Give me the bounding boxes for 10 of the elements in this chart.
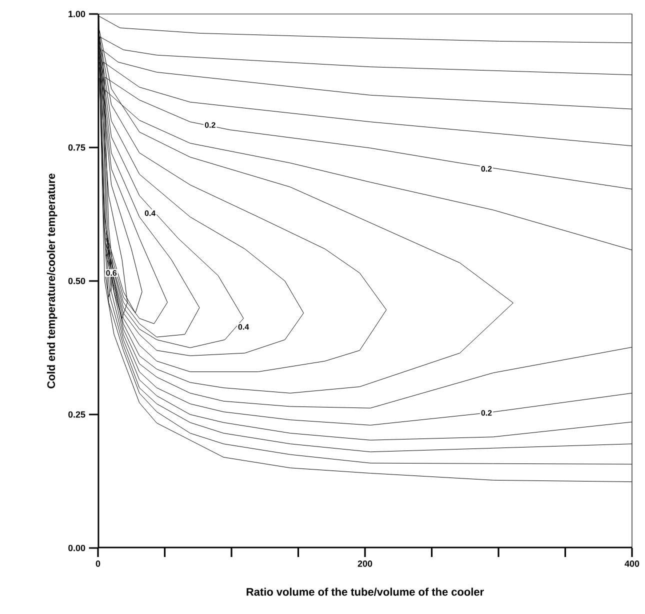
y-tick-label: 0.50 — [68, 278, 86, 284]
x-tick-label: 400 — [624, 560, 640, 567]
y-tick-label: 0.75 — [68, 144, 86, 151]
x-tick-label: 200 — [358, 560, 372, 567]
x-tick-label: 0 — [96, 560, 100, 567]
y-axis-title: Cold end temperature/cooler temperature — [46, 174, 58, 388]
y-tick-label: 0.00 — [68, 544, 86, 552]
y-tick-label: 0.25 — [68, 411, 86, 418]
x-axis-title: Ratio volume of the tube/volume of the cooler — [246, 588, 484, 596]
y-tick-label: 1.00 — [68, 10, 86, 18]
